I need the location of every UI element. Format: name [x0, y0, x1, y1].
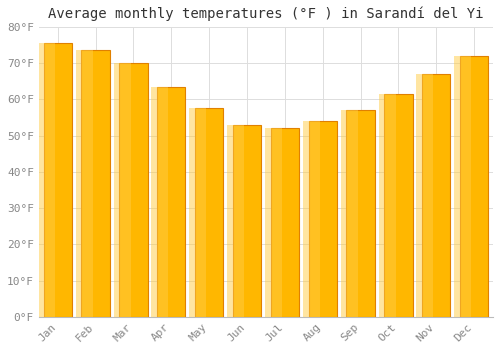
- Bar: [265, 128, 282, 317]
- Bar: [227, 125, 244, 317]
- Bar: [233, 125, 261, 317]
- Bar: [303, 121, 320, 317]
- Bar: [190, 108, 206, 317]
- Bar: [114, 63, 130, 317]
- Bar: [416, 74, 434, 317]
- Bar: [44, 43, 72, 317]
- Bar: [340, 110, 357, 317]
- Bar: [270, 128, 299, 317]
- Bar: [119, 63, 148, 317]
- Title: Average monthly temperatures (°F ) in Sarandí del Yi: Average monthly temperatures (°F ) in Sa…: [48, 7, 484, 21]
- Bar: [454, 56, 471, 317]
- Bar: [76, 50, 92, 317]
- Bar: [195, 108, 224, 317]
- Bar: [308, 121, 337, 317]
- Bar: [38, 43, 55, 317]
- Bar: [384, 94, 412, 317]
- Bar: [152, 86, 168, 317]
- Bar: [422, 74, 450, 317]
- Bar: [157, 86, 186, 317]
- Bar: [82, 50, 110, 317]
- Bar: [346, 110, 375, 317]
- Bar: [460, 56, 488, 317]
- Bar: [378, 94, 396, 317]
